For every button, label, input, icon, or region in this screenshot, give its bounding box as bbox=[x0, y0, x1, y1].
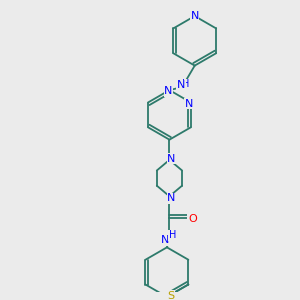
Text: N: N bbox=[164, 86, 173, 96]
Text: N: N bbox=[161, 235, 170, 245]
Text: N: N bbox=[177, 80, 185, 90]
Text: O: O bbox=[188, 214, 197, 224]
Text: H: H bbox=[182, 79, 190, 89]
Text: N: N bbox=[185, 98, 193, 109]
Text: N: N bbox=[167, 193, 176, 203]
Text: N: N bbox=[167, 154, 176, 164]
Text: N: N bbox=[190, 11, 199, 21]
Text: S: S bbox=[167, 291, 174, 300]
Text: H: H bbox=[169, 230, 176, 240]
